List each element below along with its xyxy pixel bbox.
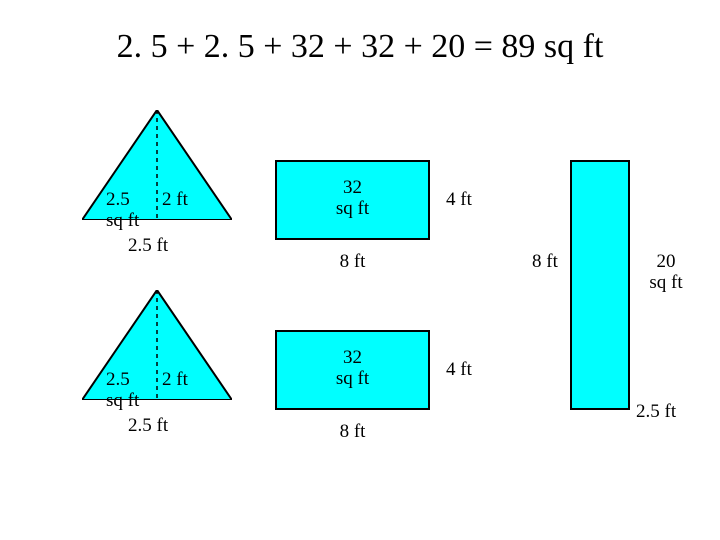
rectangle-2-base-label: 8 ft — [275, 422, 430, 443]
triangle-2-area-label: 2.5sq ft — [106, 370, 146, 412]
rectangle-2-side-label: 4 ft — [446, 360, 472, 381]
rectangle-2-area-line: 32sq ft — [336, 347, 369, 389]
equation-text: 2. 5 + 2. 5 + 32 + 32 + 20 = 89 sq ft — [0, 28, 720, 66]
rectangle-2-area-label: 32sq ft — [275, 348, 430, 390]
rectangle-1-area-line: 32sq ft — [336, 177, 369, 219]
rectangle-1-base-label: 8 ft — [275, 252, 430, 273]
rectangle-3-area-label: 20sq ft — [636, 252, 696, 294]
triangle-2 — [82, 290, 232, 400]
rectangle-3-area-line: 20sq ft — [649, 251, 682, 293]
rectangle-3-base-label: 2.5 ft — [636, 402, 676, 423]
diagram-stage: 2. 5 + 2. 5 + 32 + 32 + 20 = 89 sq ft 2.… — [0, 0, 720, 540]
triangle-1-area-line1: 2.5sq ft — [106, 189, 139, 231]
triangle-1-height-label: 2 ft — [162, 190, 188, 211]
rectangle-3 — [570, 160, 630, 410]
triangle-2-area-line1: 2.5sq ft — [106, 369, 139, 411]
rectangle-1-side-label: 4 ft — [446, 190, 472, 211]
rectangle-3-side-label: 8 ft — [532, 252, 558, 273]
triangle-2-height-label: 2 ft — [162, 370, 188, 391]
triangle-1-area-label: 2.5sq ft — [106, 190, 146, 232]
triangle-2-base-label: 2.5 ft — [128, 416, 168, 437]
rectangle-1-area-label: 32sq ft — [275, 178, 430, 220]
triangle-1 — [82, 110, 232, 220]
triangle-1-base-label: 2.5 ft — [128, 236, 168, 257]
